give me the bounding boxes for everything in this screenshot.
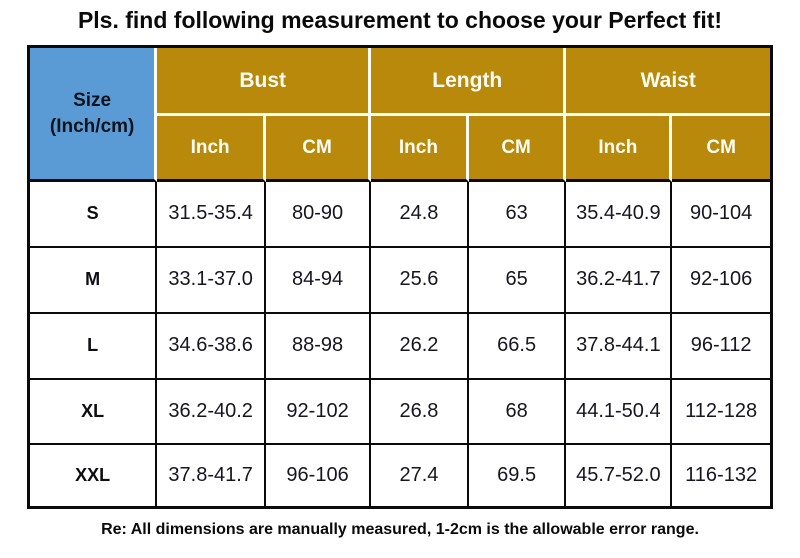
measurement-cell: 25.6 <box>371 247 469 314</box>
unit-header-length-inch: Inch <box>371 116 469 182</box>
measurement-cell: 96-106 <box>266 445 372 506</box>
measurement-cell: 84-94 <box>266 247 372 314</box>
measurement-cell: 26.2 <box>371 313 469 380</box>
measurement-cell: 90-104 <box>672 182 770 248</box>
size-label: XL <box>30 379 158 446</box>
measurement-cell: 37.8-41.7 <box>157 445 267 506</box>
measurement-cell: 26.8 <box>371 379 469 446</box>
group-header-length: Length <box>371 48 567 116</box>
size-column-header-sublabel: (Inch/cm) <box>49 115 135 137</box>
measurement-cell: 45.7-52.0 <box>566 445 673 506</box>
measurement-cell: 116-132 <box>672 445 770 506</box>
table-row-xxl: XXL 37.8-41.7 96-106 27.4 69.5 45.7-52.0… <box>30 445 770 506</box>
size-chart-table: Size (Inch/cm) Bust Length Waist Inch CM… <box>30 48 770 506</box>
measurement-cell: 27.4 <box>371 445 469 506</box>
measurement-cell: 44.1-50.4 <box>566 379 673 446</box>
measurement-cell: 92-102 <box>266 379 372 446</box>
unit-header-bust-inch: Inch <box>157 116 267 182</box>
measurement-cell: 33.1-37.0 <box>157 247 267 314</box>
size-column-header: Size (Inch/cm) <box>30 48 158 182</box>
size-label: L <box>30 313 158 380</box>
unit-header-row: Inch CM Inch CM Inch CM <box>30 116 770 182</box>
group-header-waist: Waist <box>566 48 770 116</box>
measurement-cell: 66.5 <box>468 313 567 380</box>
size-chart-table-border: Size (Inch/cm) Bust Length Waist Inch CM… <box>27 45 773 509</box>
group-header-row: Size (Inch/cm) Bust Length Waist <box>30 48 770 182</box>
unit-header-length-cm: CM <box>468 116 567 182</box>
size-label: XXL <box>30 445 158 506</box>
measurement-cell: 36.2-41.7 <box>566 247 673 314</box>
measurement-cell: 24.8 <box>371 182 469 248</box>
measurement-cell: 36.2-40.2 <box>157 379 267 446</box>
note-text: Re: All dimensions are manually measured… <box>101 521 699 538</box>
unit-header-waist-cm: CM <box>672 116 770 182</box>
size-label: M <box>30 247 158 314</box>
table-row-m: M 33.1-37.0 84-94 25.6 65 36.2-41.7 92-1… <box>30 247 770 314</box>
measurement-cell: 92-106 <box>672 247 770 314</box>
measurement-cell: 69.5 <box>468 445 567 506</box>
measurement-cell: 63 <box>468 182 567 248</box>
measurement-cell: 65 <box>468 247 567 314</box>
table-row-l: L 34.6-38.6 88-98 26.2 66.5 37.8-44.1 96… <box>30 313 770 380</box>
table-row-s: S 31.5-35.4 80-90 24.8 63 35.4-40.9 90-1… <box>30 182 770 248</box>
measurement-cell: 96-112 <box>672 313 770 380</box>
table-row-xl: XL 36.2-40.2 92-102 26.8 68 44.1-50.4 11… <box>30 379 770 446</box>
unit-header-bust-cm: CM <box>266 116 372 182</box>
size-label: S <box>30 182 158 248</box>
chart-title: Pls. find following measurement to choos… <box>77 7 723 33</box>
measurement-cell: 80-90 <box>266 182 372 248</box>
measurement-cell: 35.4-40.9 <box>566 182 673 248</box>
measurement-cell: 34.6-38.6 <box>157 313 267 380</box>
size-column-header-label: Size <box>73 89 112 111</box>
unit-header-waist-inch: Inch <box>566 116 673 182</box>
measurement-cell: 88-98 <box>266 313 372 380</box>
group-header-bust: Bust <box>157 48 372 116</box>
measurement-cell: 68 <box>468 379 567 446</box>
measurement-cell: 37.8-44.1 <box>566 313 673 380</box>
measurement-cell: 112-128 <box>672 379 770 446</box>
measurement-cell: 31.5-35.4 <box>157 182 267 248</box>
